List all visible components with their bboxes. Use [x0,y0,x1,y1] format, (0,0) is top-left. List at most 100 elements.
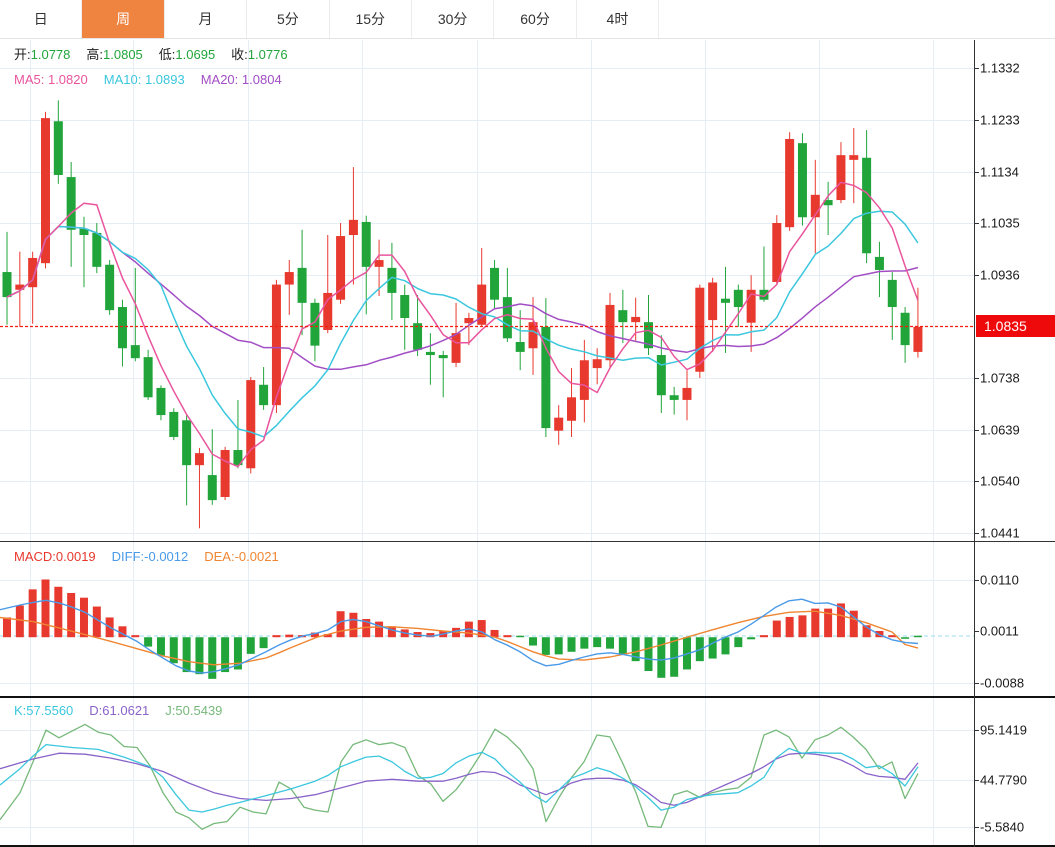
candle-body [541,326,551,429]
macd-bar [721,637,730,655]
macd-tick-label: 0.0110 [980,573,1019,588]
candle-body [451,333,461,363]
ma5-line [6,181,919,468]
price-tick-label: 1.1332 [980,61,1020,76]
macd-value: 0.0019 [55,549,96,564]
macd-bar [67,593,76,638]
candle-body [194,453,204,466]
macd-bar [708,637,717,659]
price-tick-label: 1.0639 [980,423,1020,438]
j-line [0,723,919,830]
tab-15min[interactable]: 15分 [330,0,412,38]
tab-60min[interactable]: 60分 [494,0,577,38]
candle-body [220,450,230,497]
macd-bar [580,637,589,649]
candle-body [554,417,564,431]
candle-body [477,284,487,325]
macd-bar [310,632,319,638]
kdj-tick-label: 44.7790 [980,773,1027,788]
macd-bar [28,589,37,638]
ma5-value: 1.0820 [47,72,88,87]
tab-30min[interactable]: 30分 [412,0,495,38]
macd-bar [92,606,101,638]
open-value: 1.0778 [30,47,71,62]
macd-bar [233,637,242,670]
macd-bar [516,635,525,638]
timeframe-tabbar: 日周月 5分 15分 30分 60分 4时 [0,0,1055,39]
macd-bar [182,637,191,673]
candle-body [618,310,628,323]
candle-body [284,272,294,285]
candle-body [656,355,666,396]
candle-body [246,380,256,469]
candle-body [348,219,358,236]
candle-body [169,411,179,437]
candle-body [515,341,525,352]
price-tick-label: 1.0540 [980,474,1020,489]
macd-readout: MACD:0.0019 DIFF:-0.0012 DEA:-0.0021 [14,549,295,564]
kdj-readout: K:57.5560 D:61.0621 J:50.5439 [14,703,238,718]
candle-body [79,228,89,236]
current-price-badge: 1.0835 [976,315,1055,337]
candle-body [502,297,512,339]
price-tick-label: 1.1233 [980,113,1020,128]
macd-bar [131,635,140,638]
candle-body [797,143,807,218]
candle-body [143,357,153,398]
macd-bar [811,608,820,638]
macd-bar [477,620,486,638]
d-value: 61.0621 [102,703,150,718]
macd-bar [541,637,550,655]
tab-month[interactable]: 月 [165,0,248,38]
candle-body [644,322,653,349]
candle-body [105,264,115,311]
tab-week[interactable]: 周 [82,0,165,38]
macd-bar [888,635,897,638]
diff-line [0,598,919,674]
macd-bar [849,610,858,638]
candle-body [900,312,910,346]
tab-day[interactable]: 日 [0,0,83,38]
ma10-line [6,210,919,438]
macd-bar [734,637,743,648]
macd-bar [759,635,768,638]
macd-bar [285,634,294,638]
candle-body [130,345,140,359]
candle-body [836,155,846,201]
ma-readout: MA5: 1.0820 MA10: 1.0893 MA20: 1.0804 [14,72,298,87]
price-tick-label: 1.1134 [980,165,1019,180]
tab-5min[interactable]: 5分 [247,0,330,38]
ma20-value: 1.0804 [241,72,282,87]
candle-body [336,236,346,300]
candle-body [28,257,38,288]
kdj-tick-label: -5.5840 [980,820,1024,835]
macd-bar [913,635,922,638]
macd-tick-label: 0.0011 [980,624,1019,639]
tab-4hour[interactable]: 4时 [577,0,660,38]
macd-bar [375,621,384,638]
price-tick-label: 1.1035 [980,216,1020,231]
candle-body [567,397,577,421]
candle-body [695,287,705,372]
candle-body [592,359,602,369]
macd-bar [747,637,756,640]
dea-line [0,610,919,666]
candle-body [720,298,730,303]
candle-body [438,355,448,359]
macd-bar [785,616,794,638]
price-tick-label: 1.0441 [980,526,1020,541]
macd-bar [554,637,563,655]
macd-tick-label: -0.0088 [980,676,1024,691]
macd-bar [54,586,63,638]
macd-bar [824,608,833,638]
candle-body [631,316,641,323]
candle-body [528,322,538,349]
macd-bar [118,626,127,638]
ma10-value: 1.0893 [144,72,185,87]
macd-bar [144,637,153,647]
candle-body [669,395,679,400]
dea-label: DEA: [204,549,235,564]
candle-body [66,177,76,230]
